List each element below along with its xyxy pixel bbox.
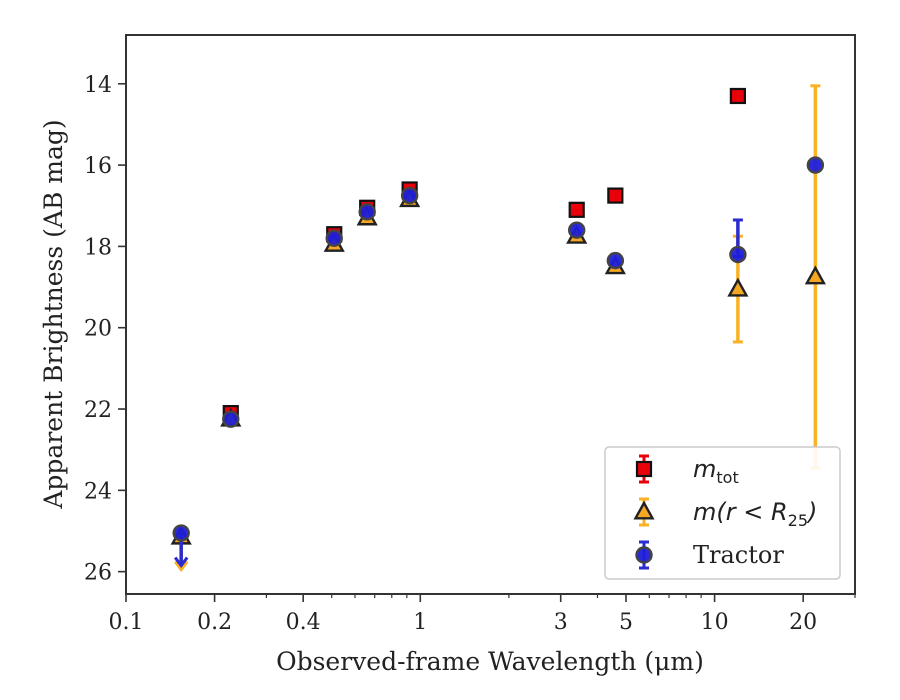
legend-label-1: m(r < R25) xyxy=(693,498,817,530)
legend-marker-0 xyxy=(635,460,653,478)
y-tick-label-6: 26 xyxy=(84,561,112,586)
point-0-4 xyxy=(568,201,585,218)
y-axis-title: Apparent Brightness (AB mag) xyxy=(39,119,68,509)
x-tick-label-6: 10 xyxy=(701,610,729,635)
y-tick-label-3: 20 xyxy=(84,317,112,342)
y-tick-label-0: 14 xyxy=(84,73,112,98)
point-2-8 xyxy=(806,156,825,174)
x-tick-label-3: 1 xyxy=(413,610,427,635)
y-tick-label-4: 22 xyxy=(84,398,112,423)
limit-arrow-head-2-0 xyxy=(173,556,189,569)
plot-frame xyxy=(125,34,856,595)
x-tick-label-7: 20 xyxy=(789,610,817,635)
x-tick-label-4: 3 xyxy=(554,610,568,635)
legend-label-2: Tractor xyxy=(693,541,784,569)
point-2-5 xyxy=(568,221,586,239)
limit-arrow-head-1-0 xyxy=(173,560,189,573)
point-2-2 xyxy=(325,229,343,247)
legend-box xyxy=(604,446,841,580)
point-2-4 xyxy=(400,186,419,205)
point-2-0 xyxy=(172,524,190,542)
axis-ticks: 0.1 0.2 0.4 1 3 5 10 20 14 16 18 20 22 24 26 xyxy=(84,73,856,635)
point-1-8 xyxy=(804,265,826,285)
point-2-1 xyxy=(222,410,240,428)
x-tick-label-5: 5 xyxy=(619,610,633,635)
point-2-7 xyxy=(729,245,747,264)
x-tick-label-1: 0.2 xyxy=(197,610,232,635)
x-tick-label-2: 0.4 xyxy=(286,610,321,635)
y-tick-label-1: 16 xyxy=(84,154,112,179)
data-marks xyxy=(170,84,826,573)
point-2-6 xyxy=(606,251,625,270)
point-2-3 xyxy=(358,203,376,221)
legend: mtot m(r < R25) Tractor xyxy=(604,446,841,580)
point-1-7 xyxy=(727,277,749,297)
legend-marker-2 xyxy=(635,546,653,564)
point-0-5 xyxy=(607,187,624,204)
legend-label-0: mtot xyxy=(693,455,739,487)
x-axis-title: Observed-frame Wavelength (μm) xyxy=(276,647,704,676)
point-0-6 xyxy=(729,87,746,105)
y-tick-label-5: 24 xyxy=(84,479,112,504)
x-tick-label-0: 0.1 xyxy=(109,610,144,635)
y-tick-label-2: 18 xyxy=(84,235,112,260)
series-2 xyxy=(172,156,825,569)
legend-marker-1 xyxy=(633,500,655,520)
